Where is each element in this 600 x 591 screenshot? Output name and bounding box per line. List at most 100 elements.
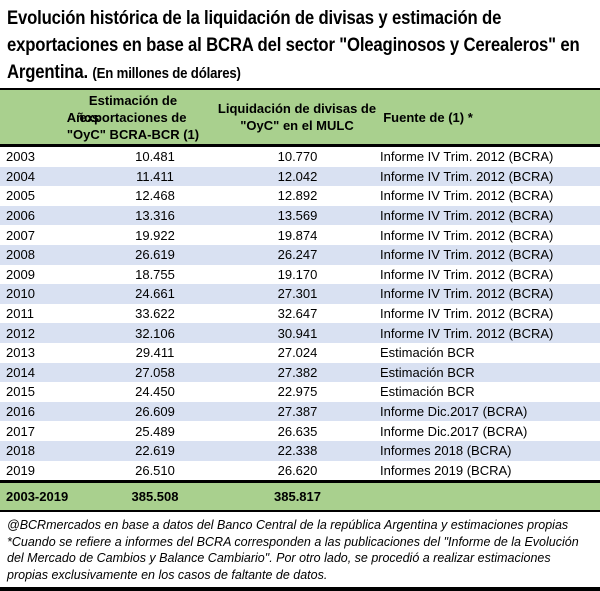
- table-row: 2009 18.755 19.170 Informe IV Trim. 2012 (B…: [0, 265, 600, 285]
- cell-estimacion: 27.058: [135, 364, 175, 380]
- cell-fuente: Informe IV Trim. 2012 (BCRA): [380, 208, 554, 224]
- cell-estimacion: 29.411: [135, 345, 175, 361]
- cell-fuente: Informe IV Trim. 2012 (BCRA): [380, 306, 554, 322]
- column-header-anos: Años: [67, 90, 100, 144]
- cell-estimacion: 24.450: [135, 384, 175, 400]
- column-header-fuente-label: Fuente de (1) *: [383, 109, 473, 125]
- cell-liquidacion: 26.247: [277, 247, 318, 263]
- table-row: 2006 13.316 13.569 Informe IV Trim. 2012 (B…: [0, 205, 600, 226]
- cell-year: 2005: [6, 188, 35, 204]
- table-row: 2008 26.619 26.247 Informe IV Trim. 2012 (B…: [0, 244, 600, 265]
- cell-fuente: Informe IV Trim. 2012 (BCRA): [380, 266, 554, 282]
- column-header-estimacion: Estimación de exportaciones de "OyC" BCR…: [67, 90, 199, 144]
- column-header-fuente: Fuente de (1) *: [383, 90, 473, 144]
- column-header-estimacion-line: exportaciones de: [79, 109, 187, 125]
- cell-liquidacion: 19.874: [277, 227, 318, 243]
- table-row: 2012 32.106 30.941 Informe IV Trim. 2012 (B…: [0, 323, 600, 343]
- column-header-estimacion-line: Estimación de: [88, 92, 178, 108]
- cell-liquidacion: 27.382: [277, 364, 318, 380]
- column-header-liquidacion-line: Liquidación de divisas de: [217, 101, 377, 116]
- cell-liquidacion: 12.042: [277, 168, 318, 184]
- cell-year: 2007: [6, 227, 35, 243]
- cell-year: 2015: [6, 384, 35, 400]
- cell-fuente: Informes 2018 (BCRA): [380, 443, 512, 459]
- table-row: 2011 33.622 32.647 Informe IV Trim. 2012 (B…: [0, 304, 600, 324]
- title-line-3: Argentina. (En millones de dólares): [7, 59, 523, 87]
- cell-fuente: Informe Dic.2017 (BCRA): [380, 423, 528, 439]
- table-row: 2010 24.661 27.301 Informe IV Trim. 2012 (B…: [0, 284, 600, 304]
- cell-estimacion: 26.609: [135, 404, 175, 420]
- cell-year: 2016: [6, 404, 35, 420]
- cell-liquidacion: 22.338: [277, 443, 318, 459]
- cell-year: 2006: [6, 208, 35, 224]
- cell-liquidacion: 32.647: [277, 306, 318, 322]
- cell-estimacion: 33.622: [135, 306, 175, 322]
- cell-fuente: Estimación BCR: [380, 345, 475, 361]
- title-line-3-main: Argentina.: [7, 62, 88, 83]
- table-row: 2007 19.922 19.874 Informe IV Trim. 2012 (B…: [0, 225, 600, 245]
- cell-liquidacion: 12.892: [277, 188, 318, 204]
- cell-liquidacion: 27.301: [277, 286, 318, 302]
- cell-year: 2008: [6, 247, 35, 263]
- figure-title: Evolución histórica de la liquidación de…: [0, 0, 600, 88]
- cell-year: 2018: [6, 443, 35, 459]
- table-row: 2017 25.489 26.635 Informe Dic.2017 (BCRA): [0, 421, 600, 441]
- column-header-liquidacion-line: "OyC" en el MULC: [240, 118, 354, 133]
- cell-liquidacion: 26.620: [277, 462, 318, 478]
- table-row: 2013 29.411 27.024 Estimación BCR: [0, 343, 600, 363]
- cell-year: 2014: [6, 364, 35, 380]
- cell-year: 2013: [6, 345, 35, 361]
- cell-estimacion: 26.510: [135, 462, 175, 478]
- total-cell-estimacion: 385.508: [131, 489, 179, 505]
- table-row: 2015 24.450 22.975 Estimación BCR: [0, 382, 600, 402]
- table-body: 2003 10.481 10.770 Informe IV Trim. 2012 (B…: [0, 147, 600, 480]
- cell-estimacion: 26.619: [135, 247, 175, 263]
- cell-liquidacion: 30.941: [277, 325, 318, 341]
- table-row: 2003 10.481 10.770 Informe IV Trim. 2012 (B…: [0, 147, 600, 167]
- figure-footnotes: @BCRmercados en base a datos del Banco C…: [0, 512, 600, 591]
- cell-liquidacion: 26.635: [277, 423, 318, 439]
- column-header-liquidacion: Liquidación de divisas de "OyC" en el MU…: [218, 90, 376, 144]
- cell-year: 2009: [6, 266, 35, 282]
- cell-fuente: Informe Dic.2017 (BCRA): [380, 404, 528, 420]
- cell-estimacion: 10.481: [135, 149, 175, 165]
- table-row: 2019 26.510 26.620 Informes 2019 (BCRA): [0, 461, 600, 481]
- cell-liquidacion: 13.569: [277, 208, 318, 224]
- table-row: 2005 12.468 12.892 Informe IV Trim. 2012 (B…: [0, 186, 600, 206]
- cell-year: 2004: [6, 168, 35, 184]
- table-row: 2016 26.609 27.387 Informe Dic.2017 (BCRA): [0, 401, 600, 422]
- cell-fuente: Informe IV Trim. 2012 (BCRA): [380, 286, 554, 302]
- cell-liquidacion: 19.170: [277, 266, 318, 282]
- footnote-asterisk: *Cuando se refiere a informes del BCRA c…: [7, 534, 579, 582]
- cell-year: 2017: [6, 423, 35, 439]
- table-row: 2018 22.619 22.338 Informes 2018 (BCRA): [0, 440, 600, 461]
- title-line-3-subtitle: (En millones de dólares): [92, 65, 241, 82]
- cell-fuente: Estimación BCR: [380, 384, 475, 400]
- cell-estimacion: 11.411: [136, 168, 174, 184]
- cell-fuente: Informe IV Trim. 2012 (BCRA): [380, 325, 554, 341]
- cell-estimacion: 32.106: [135, 325, 175, 341]
- cell-estimacion: 24.661: [135, 286, 175, 302]
- total-cell-liquidacion: 385.817: [274, 489, 321, 505]
- title-line-1: Evolución histórica de la liquidación de…: [7, 8, 502, 29]
- table-header-row: Años Estimación de exportaciones de "OyC…: [0, 88, 600, 147]
- cell-estimacion: 13.316: [135, 208, 175, 224]
- cell-estimacion: 18.755: [135, 266, 175, 282]
- cell-liquidacion: 22.975: [277, 384, 318, 400]
- cell-fuente: Informe IV Trim. 2012 (BCRA): [380, 247, 554, 263]
- cell-year: 2010: [6, 286, 35, 302]
- total-cell-year: 2003-2019: [6, 489, 69, 505]
- cell-estimacion: 22.619: [135, 443, 175, 459]
- cell-liquidacion: 10.770: [277, 149, 318, 165]
- cell-fuente: Informe IV Trim. 2012 (BCRA): [380, 168, 554, 184]
- cell-year: 2019: [6, 462, 35, 478]
- table-row: 2004 11.411 12.042 Informe IV Trim. 2012 (B…: [0, 166, 600, 187]
- cell-fuente: Informes 2019 (BCRA): [380, 462, 512, 478]
- table-row: 2014 27.058 27.382 Estimación BCR: [0, 362, 600, 383]
- cell-fuente: Informe IV Trim. 2012 (BCRA): [380, 188, 554, 204]
- cell-year: 2012: [6, 325, 35, 341]
- cell-year: 2011: [6, 306, 34, 322]
- column-header-anos-label: Años: [66, 109, 100, 125]
- cell-year: 2003: [6, 149, 35, 165]
